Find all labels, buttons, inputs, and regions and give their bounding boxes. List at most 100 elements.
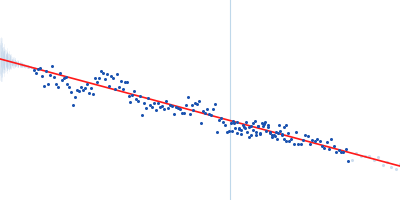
Point — [236, 127, 242, 130]
Point — [240, 124, 246, 127]
Point — [253, 133, 260, 136]
Point — [275, 132, 281, 135]
Point — [64, 83, 71, 86]
Point — [273, 131, 279, 134]
Point — [326, 147, 332, 150]
Point — [143, 106, 150, 109]
Point — [54, 85, 61, 88]
Point — [31, 69, 37, 72]
Point — [41, 84, 47, 88]
Point — [56, 71, 63, 74]
Point — [397, 162, 400, 165]
Point — [194, 103, 201, 106]
Point — [141, 102, 148, 105]
Point — [392, 167, 399, 171]
Point — [362, 155, 368, 158]
Point — [76, 89, 82, 92]
Point — [116, 85, 122, 89]
Point — [304, 134, 311, 137]
Point — [186, 112, 193, 115]
Point — [35, 68, 41, 71]
Point — [44, 82, 51, 86]
Point — [155, 101, 161, 104]
Point — [188, 104, 195, 107]
Point — [302, 134, 308, 137]
Point — [267, 131, 273, 134]
Point — [263, 130, 270, 133]
Point — [247, 133, 254, 136]
Point — [74, 88, 80, 91]
Point — [190, 108, 197, 111]
Point — [286, 140, 292, 143]
Point — [58, 79, 65, 82]
Point — [50, 75, 57, 79]
Point — [39, 74, 45, 77]
Point — [309, 139, 316, 142]
Point — [236, 126, 242, 130]
Point — [319, 144, 325, 148]
Point — [230, 120, 236, 123]
Point — [68, 90, 75, 93]
Point — [288, 138, 294, 141]
Point — [114, 72, 120, 75]
Point — [151, 102, 157, 105]
Point — [349, 158, 355, 161]
Point — [82, 87, 88, 90]
Point — [252, 130, 259, 133]
Point — [264, 126, 271, 129]
Point — [290, 143, 297, 146]
Point — [159, 105, 165, 108]
Point — [340, 151, 346, 154]
Point — [224, 131, 230, 134]
Point — [80, 89, 86, 92]
Point — [96, 77, 102, 80]
Point — [255, 124, 261, 127]
Point — [102, 77, 108, 80]
Point — [48, 64, 55, 68]
Point — [100, 71, 106, 75]
Point — [153, 109, 159, 112]
Point — [145, 97, 152, 100]
Point — [78, 86, 84, 89]
Point — [120, 87, 126, 90]
Point — [342, 148, 349, 151]
Point — [293, 131, 299, 134]
Point — [196, 99, 202, 102]
Point — [43, 69, 49, 72]
Point — [208, 113, 214, 116]
Point — [88, 86, 94, 90]
Point — [244, 130, 250, 133]
Point — [345, 160, 351, 163]
Point — [167, 103, 173, 106]
Point — [202, 112, 208, 115]
Point — [46, 73, 53, 76]
Point — [333, 150, 339, 153]
Point — [163, 99, 169, 102]
Point — [242, 126, 248, 129]
Point — [261, 123, 268, 126]
Point — [358, 155, 364, 158]
Point — [281, 125, 287, 128]
Point — [324, 141, 330, 144]
Point — [210, 107, 216, 110]
Point — [272, 134, 278, 137]
Point — [251, 120, 258, 123]
Point — [267, 132, 274, 135]
Point — [139, 113, 146, 116]
Point — [241, 126, 247, 129]
Point — [182, 104, 189, 107]
Point — [249, 122, 256, 125]
Point — [312, 139, 318, 143]
Point — [198, 121, 204, 124]
Point — [338, 151, 344, 154]
Point — [330, 144, 337, 147]
Point — [278, 133, 285, 136]
Point — [248, 125, 254, 128]
Point — [149, 106, 155, 109]
Point — [274, 137, 280, 141]
Point — [269, 133, 276, 136]
Point — [129, 94, 136, 97]
Point — [283, 140, 290, 143]
Point — [279, 133, 285, 136]
Point — [314, 138, 320, 141]
